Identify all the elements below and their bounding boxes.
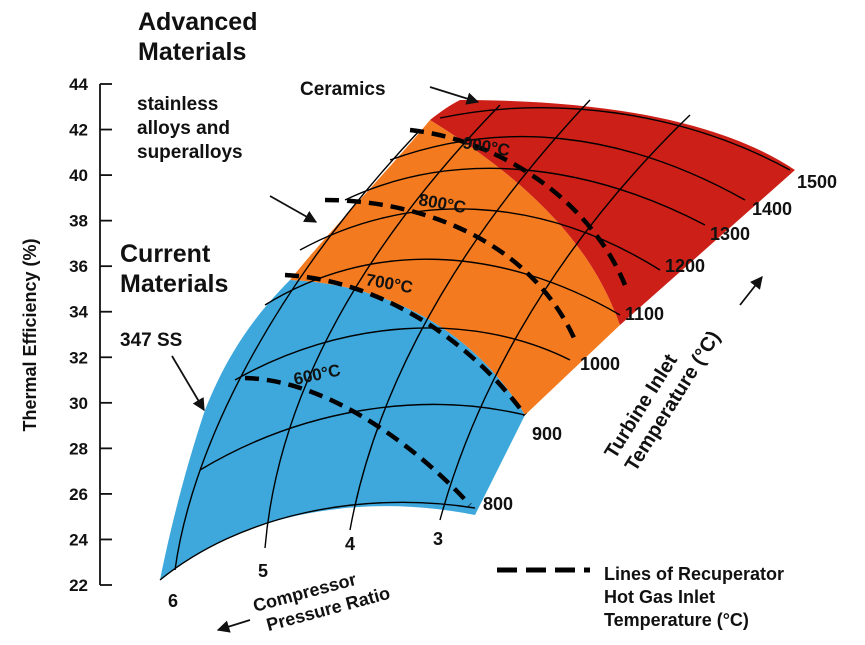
recuperator-line-900 [409, 127, 628, 286]
turbine-tick-1300: 1300 [710, 224, 750, 244]
ss347-arrow [171, 355, 205, 412]
ceramics-region [430, 100, 795, 325]
recuperator-line-700 [284, 272, 527, 417]
grid-line-pr4 [349, 99, 591, 531]
current-materials-label: Current Materials [120, 240, 228, 298]
grid-line-pr3 [439, 114, 691, 521]
ceramics-label: Ceramics [300, 79, 386, 100]
turbine-tick-800: 800 [483, 494, 513, 514]
turbine-inlet-axis-title: Turbine Inlet Temperature (°C) [601, 327, 725, 475]
current-materials-region [160, 280, 525, 580]
advanced-materials-region [290, 120, 620, 415]
pressure-ratio-arrow [216, 619, 251, 633]
y-tick-label: 26 [69, 485, 88, 504]
recuperator-line-600 [244, 375, 472, 507]
grid-line-1500 [439, 107, 791, 171]
pressure-ratio-tick-5: 5 [258, 561, 268, 581]
pressure-ratio-tick-4: 4 [345, 534, 355, 554]
recuperator-lines [244, 127, 628, 507]
grid-line-800 [159, 501, 476, 581]
stainless-arrow [269, 195, 318, 223]
turbine-tick-1500: 1500 [797, 172, 837, 192]
y-tick-label: 28 [69, 439, 88, 458]
y-tick-label: 24 [69, 530, 88, 549]
grid-line-1300 [344, 167, 706, 226]
y-tick-label: 34 [69, 303, 88, 322]
y-tick-label: 42 [69, 121, 88, 140]
grid-line-pr5 [264, 104, 501, 549]
grid-line-1200 [299, 208, 661, 271]
stainless-label: stainless alloys and superalloys [137, 94, 243, 163]
legend: Lines of Recuperator Hot Gas Inlet Tempe… [497, 564, 789, 630]
y-tick-label: 40 [69, 166, 88, 185]
y-axis-label: Thermal Efficiency (%) [20, 238, 40, 431]
y-tick-label: 44 [69, 75, 88, 94]
surface [160, 100, 795, 580]
turbine-inlet-arrow [739, 276, 763, 306]
y-tick-label: 36 [69, 257, 88, 276]
pressure-ratio-tick-3: 3 [433, 529, 443, 549]
y-axis-ticks: 22 24 26 28 30 32 34 36 38 40 42 44 [69, 75, 112, 595]
y-tick-label: 30 [69, 394, 88, 413]
turbine-tick-1400: 1400 [752, 199, 792, 219]
y-axis: 22 24 26 28 30 32 34 36 38 40 42 44 Thermal Efficie… [20, 75, 112, 595]
ceramics-arrow [429, 86, 480, 105]
y-tick-label: 22 [69, 576, 88, 595]
y-tick-label: 32 [69, 348, 88, 367]
turbine-tick-1100: 1100 [625, 304, 664, 324]
pressure-ratio-ticks: 6 5 4 3 [168, 529, 443, 611]
grid-line-900 [199, 403, 526, 471]
turbine-inlet-ticks: 800 900 1000 1100 1200 1300 1400 1500 [483, 172, 837, 514]
turbine-tick-1000: 1000 [580, 354, 620, 374]
y-tick-label: 38 [69, 212, 88, 231]
advanced-materials-label: Advanced Materials [138, 8, 264, 66]
legend-label: Lines of Recuperator Hot Gas Inlet Tempe… [604, 564, 789, 630]
grid-line-1100 [264, 258, 621, 316]
pressure-ratio-tick-6: 6 [168, 591, 178, 611]
ss347-label: 347 SS [120, 330, 182, 351]
turbine-tick-900: 900 [532, 424, 562, 444]
turbine-tick-1200: 1200 [665, 256, 705, 276]
grid-line-1000 [234, 327, 571, 381]
pressure-ratio-axis-title: Compressor Pressure Ratio [251, 569, 392, 635]
grid-line-1400 [389, 135, 746, 201]
annotations: Advanced Materials Ceramics stainless al… [120, 8, 480, 412]
